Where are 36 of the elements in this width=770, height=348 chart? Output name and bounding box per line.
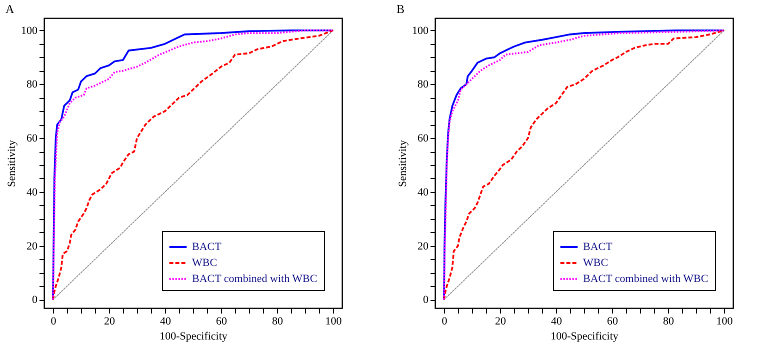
legend-label: WBC: [192, 257, 218, 269]
x-tick-label: 40: [160, 316, 172, 328]
legend-label: WBC: [583, 257, 608, 269]
x-tick-label: 0: [442, 316, 448, 328]
x-tick-label: 0: [50, 316, 57, 328]
y-tick-label: 20: [26, 240, 38, 252]
chart-title: B: [396, 2, 405, 16]
chart-title: A: [6, 2, 14, 16]
y-tick-label: 60: [26, 132, 38, 145]
x-tick-label: 20: [104, 316, 116, 328]
y-tick-label: 0: [32, 294, 38, 306]
x-tick-label: 60: [216, 316, 228, 328]
legend-label: BACT: [192, 241, 222, 253]
y-tick-label: 100: [412, 24, 429, 37]
y-tick-label: 0: [423, 294, 429, 306]
x-tick-label: 80: [663, 316, 675, 328]
y-tick-label: 40: [418, 186, 429, 198]
x-tick-label: 100: [716, 316, 734, 328]
legend-label: BACT combined with WBC: [192, 273, 318, 285]
x-tick-label: 20: [494, 316, 506, 328]
legend-label: BACT combined with WBC: [583, 273, 708, 285]
y-tick-label: 20: [418, 240, 429, 252]
y-tick-label: 80: [418, 78, 429, 91]
y-tick-label: 60: [418, 132, 429, 145]
x-axis-title: 100-Specificity: [160, 330, 228, 342]
x-tick-label: 100: [325, 316, 342, 328]
y-axis-title: Sensitivity: [397, 139, 409, 188]
x-axis-title: 100-Specificity: [550, 330, 619, 342]
y-axis-title: Sensitivity: [6, 139, 18, 188]
x-tick-label: 60: [607, 316, 619, 328]
y-tick-label: 40: [26, 186, 38, 198]
y-tick-label: 80: [26, 78, 38, 91]
x-tick-label: 40: [550, 316, 562, 328]
y-tick-label: 100: [21, 24, 38, 37]
legend-label: BACT: [583, 241, 613, 253]
x-tick-label: 80: [272, 316, 284, 328]
